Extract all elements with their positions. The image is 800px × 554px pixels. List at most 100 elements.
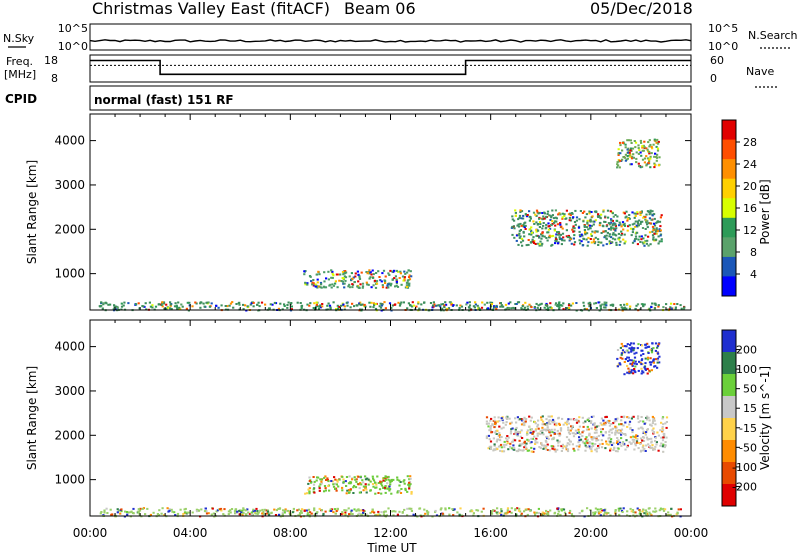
data-cell: [499, 305, 502, 308]
colorbar-swatch: [722, 352, 736, 375]
data-cell: [533, 511, 536, 514]
data-cell: [310, 512, 313, 515]
data-cell: [608, 433, 611, 436]
data-cell: [530, 428, 533, 430]
data-cell: [642, 353, 645, 355]
power-ylabel: Slant Range [km]: [25, 160, 39, 264]
data-cell: [202, 302, 205, 305]
data-cell: [619, 159, 622, 162]
data-cell: [500, 513, 503, 516]
data-cell: [129, 511, 132, 514]
data-cell: [536, 434, 539, 437]
data-cell: [316, 305, 319, 307]
data-cell: [535, 221, 538, 224]
data-cell: [584, 438, 587, 440]
data-cell: [364, 305, 367, 308]
data-cell: [344, 279, 347, 282]
data-cell: [544, 428, 547, 431]
data-cell: [634, 141, 638, 144]
data-cell: [654, 507, 657, 510]
data-cell: [521, 437, 524, 439]
data-cell: [290, 308, 293, 311]
data-cell: [616, 431, 619, 434]
nsearch-label: N.Search: [748, 29, 798, 42]
data-cell: [593, 302, 596, 305]
data-cell: [371, 475, 374, 478]
data-cell: [520, 444, 523, 447]
data-cell: [624, 358, 627, 360]
data-cell: [544, 304, 547, 306]
data-cell: [584, 232, 587, 234]
data-cell: [494, 306, 497, 309]
data-cell: [372, 485, 375, 488]
data-cell: [642, 440, 646, 442]
data-cell: [317, 270, 320, 273]
data-cell: [175, 304, 178, 307]
data-cell: [553, 428, 556, 431]
data-cell: [315, 512, 318, 515]
data-cell: [498, 419, 501, 422]
freq-label-line1: Freq.: [6, 55, 33, 68]
data-cell: [101, 307, 104, 310]
data-cell: [403, 479, 406, 482]
data-cell: [456, 511, 459, 514]
data-cell: [621, 221, 625, 224]
data-cell: [548, 234, 551, 237]
data-cell: [630, 369, 633, 372]
data-cell: [541, 242, 544, 245]
data-cell: [562, 302, 565, 305]
data-cell: [643, 512, 646, 515]
data-cell: [630, 359, 633, 362]
data-cell: [617, 509, 621, 512]
data-cell: [529, 431, 532, 434]
data-cell: [268, 307, 271, 310]
data-cell: [495, 307, 498, 310]
data-cell: [390, 492, 393, 495]
colorbar-swatch: [722, 330, 736, 353]
data-cell: [249, 303, 252, 306]
data-cell: [550, 235, 553, 238]
data-cell: [388, 489, 391, 492]
data-cell: [634, 238, 637, 241]
data-cell: [645, 220, 648, 223]
data-cell: [629, 227, 633, 230]
data-cell: [538, 217, 541, 220]
data-cell: [165, 303, 168, 306]
data-cell: [215, 304, 218, 307]
data-cell: [569, 440, 572, 443]
data-cell: [599, 511, 602, 513]
data-cell: [513, 236, 516, 239]
data-cell: [521, 419, 524, 422]
nave-tick-top: 60: [710, 54, 724, 67]
data-cell: [496, 448, 499, 451]
data-cell: [646, 342, 649, 345]
data-cell: [230, 508, 234, 510]
data-cell: [529, 419, 532, 422]
data-cell: [506, 435, 509, 437]
data-cell: [641, 427, 644, 430]
data-cell: [355, 480, 358, 483]
data-cell: [635, 151, 638, 154]
colorbar-swatch: [722, 484, 736, 507]
data-cell: [664, 422, 667, 425]
data-cell: [541, 511, 544, 514]
data-cell: [309, 275, 312, 278]
data-cell: [275, 509, 278, 512]
data-cell: [343, 305, 346, 308]
data-cell: [542, 433, 545, 436]
data-cell: [556, 223, 559, 226]
data-cell: [527, 508, 530, 511]
data-cell: [356, 270, 359, 273]
data-cell: [639, 222, 642, 225]
data-cell: [620, 437, 623, 440]
data-cell: [319, 306, 322, 309]
data-cell: [677, 508, 680, 511]
data-cell: [581, 435, 584, 438]
data-cell: [354, 486, 358, 489]
data-cell: [391, 270, 394, 273]
data-cell: [398, 479, 401, 482]
data-cell: [521, 305, 524, 307]
data-cell: [637, 144, 640, 147]
data-cell: [162, 301, 166, 304]
data-cell: [624, 216, 627, 219]
